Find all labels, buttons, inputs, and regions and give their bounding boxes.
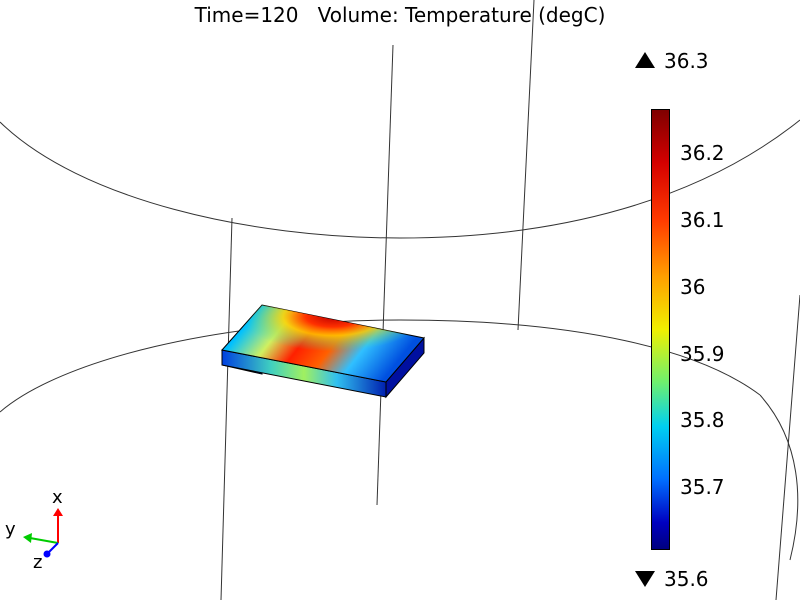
cylinder-bottom-ellipse	[0, 319, 761, 413]
colorbar-tick-label: 36.1	[680, 208, 725, 232]
colorbar-tick-label: 35.8	[680, 408, 725, 432]
max-arrow-icon	[635, 52, 655, 68]
slab-hot-spot	[222, 305, 424, 382]
z-axis-label: z	[33, 552, 43, 573]
z-axis-dot	[43, 550, 51, 558]
cylinder-edge-4	[775, 294, 800, 600]
colorbar	[651, 109, 670, 550]
colorbar-tick-label: 36.2	[680, 141, 725, 165]
y-axis-label: y	[5, 519, 16, 540]
colorbar-tick-label: 35.9	[680, 342, 725, 366]
cylinder-edge-3	[517, 0, 535, 331]
x-axis-label: x	[52, 487, 63, 508]
z-axis-arrow	[47, 542, 59, 554]
cylinder-edge-1	[220, 217, 233, 600]
x-axis-arrowhead	[53, 508, 63, 516]
temperature-slab	[221, 304, 425, 399]
min-arrow-icon	[635, 571, 655, 587]
y-axis-arrowhead	[23, 533, 32, 543]
y-axis-arrow	[29, 537, 59, 544]
cylinder-bottom-ellipse-right	[759, 394, 799, 561]
cylinder-edge-2	[376, 44, 394, 506]
colorbar-tick-label: 35.7	[680, 475, 725, 499]
cylinder-top-ellipse	[0, 119, 800, 239]
plot-title: Time=120 Volume: Temperature (degC)	[194, 3, 606, 27]
colorbar-max-label: 36.3	[664, 49, 709, 73]
colorbar-tick-label: 36	[680, 275, 706, 299]
axis-triad	[23, 508, 63, 558]
colorbar-min-label: 35.6	[664, 567, 709, 591]
